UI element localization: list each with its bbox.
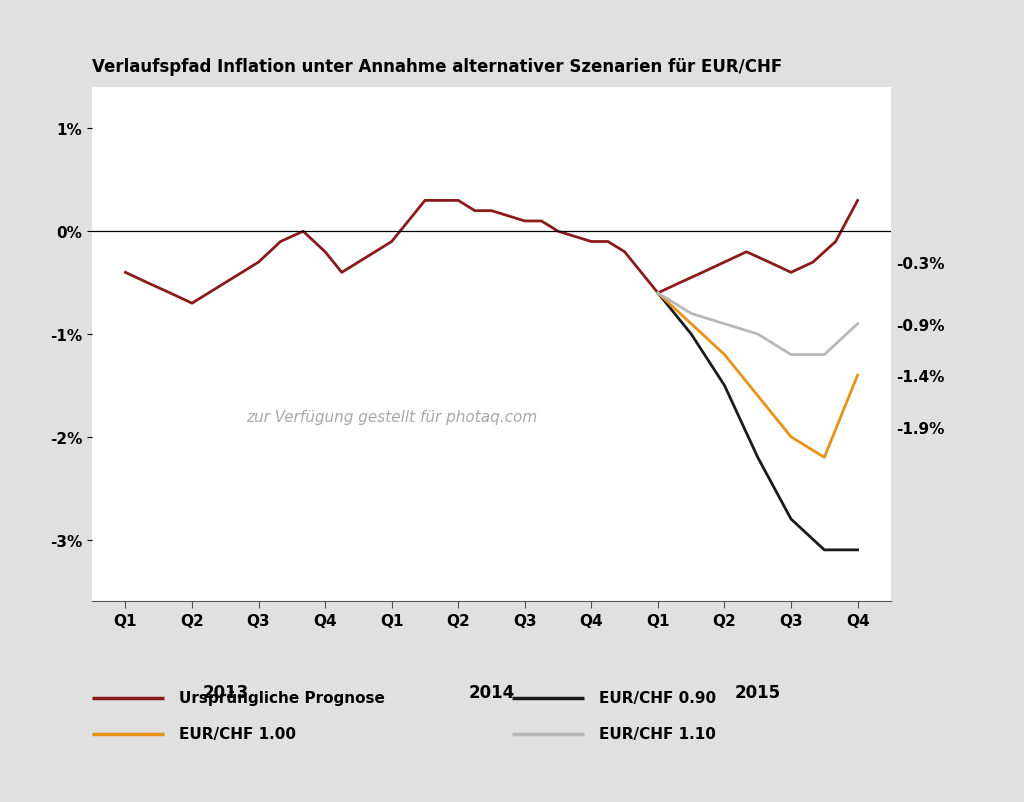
Text: EUR/CHF 0.90: EUR/CHF 0.90 — [599, 691, 716, 705]
Text: 2014: 2014 — [468, 683, 515, 701]
Text: EUR/CHF 1.00: EUR/CHF 1.00 — [179, 727, 296, 741]
Text: 2013: 2013 — [202, 683, 249, 701]
Text: Ursprüngliche Prognose: Ursprüngliche Prognose — [179, 691, 385, 705]
Text: 2015: 2015 — [734, 683, 781, 701]
Text: EUR/CHF 1.10: EUR/CHF 1.10 — [599, 727, 716, 741]
Text: Verlaufspfad Inflation unter Annahme alternativer Szenarien für EUR/CHF: Verlaufspfad Inflation unter Annahme alt… — [92, 59, 782, 76]
Text: zur Verfügung gestellt für photaq.com: zur Verfügung gestellt für photaq.com — [246, 409, 538, 424]
